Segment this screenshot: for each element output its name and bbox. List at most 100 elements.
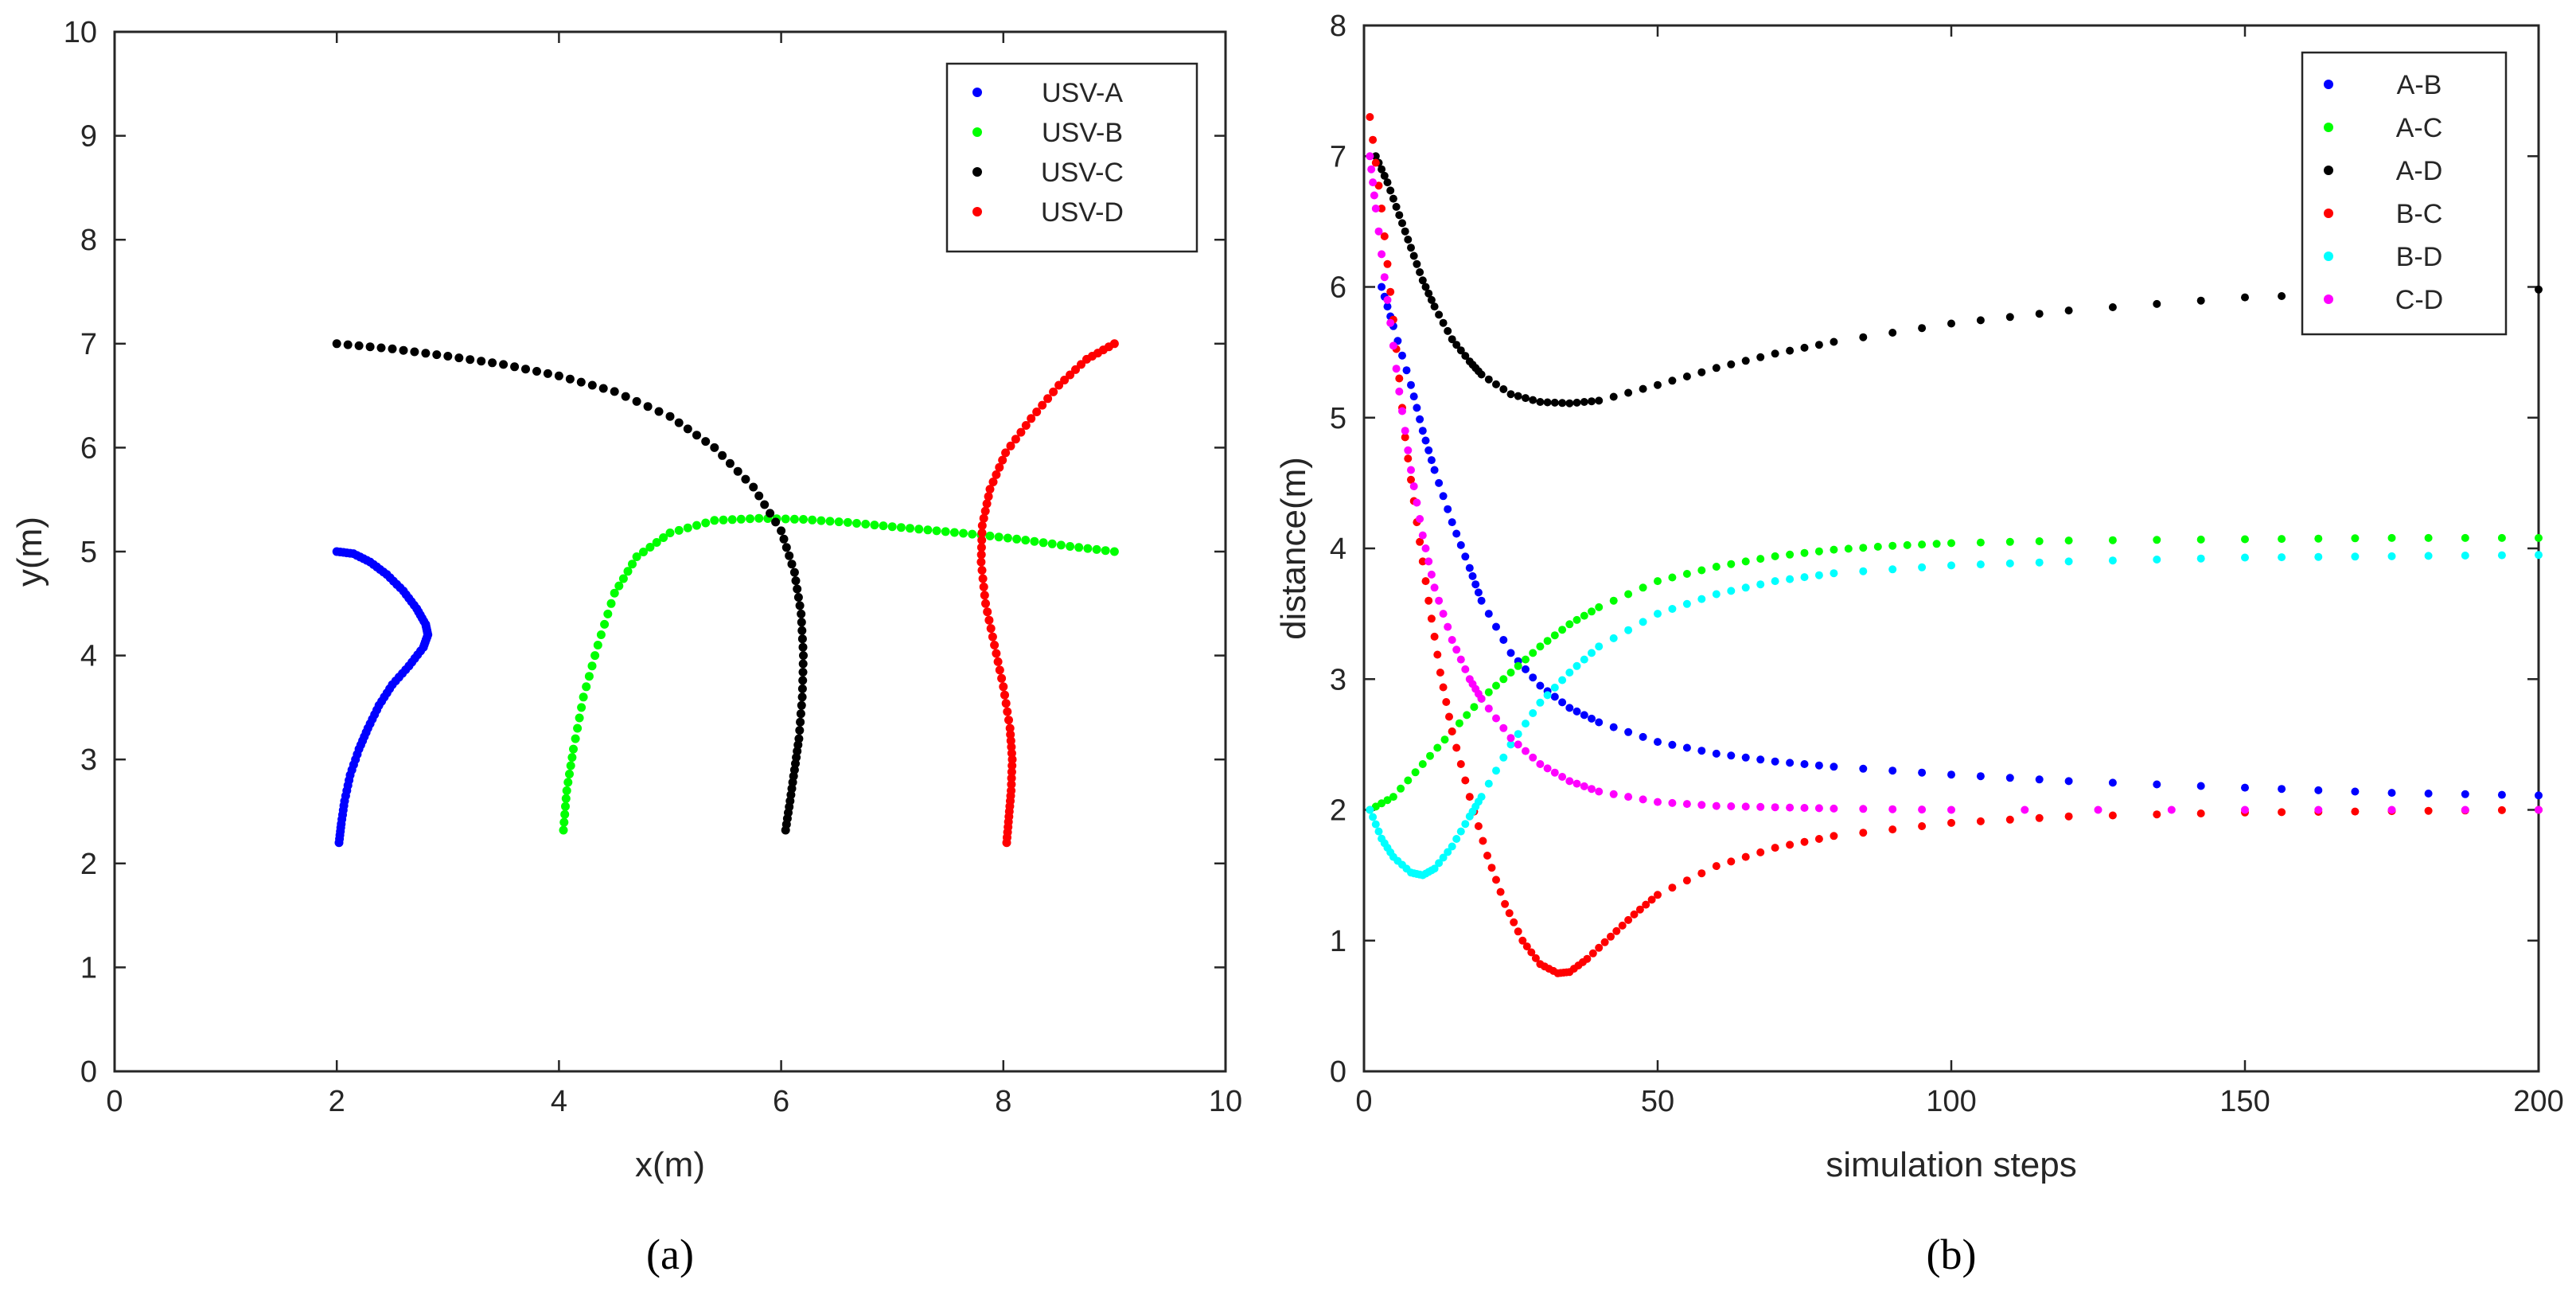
panel-b-point xyxy=(1465,564,1474,572)
panel-b-point xyxy=(2035,558,2044,567)
panel-a-point xyxy=(993,657,1003,666)
panel-b-point xyxy=(2241,783,2249,792)
panel-a-ytick-label: 0 xyxy=(80,1055,97,1089)
panel-b-point xyxy=(1444,848,1452,856)
panel-a-point xyxy=(559,817,569,827)
panel-a-point xyxy=(1074,543,1084,552)
panel-a-xtick-label: 6 xyxy=(773,1085,789,1118)
panel-a-legend-marker xyxy=(972,127,982,137)
panel-b-point xyxy=(1404,236,1413,244)
panel-b-point xyxy=(1506,390,1515,399)
panel-a-point xyxy=(1060,376,1070,384)
panel-b-point xyxy=(1918,324,1927,333)
panel-b-point xyxy=(1383,178,1392,187)
panel-b-point xyxy=(1741,753,1750,762)
panel-b-point xyxy=(1712,749,1721,758)
panel-b-ytick-label: 0 xyxy=(1330,1055,1346,1089)
panel-a-point xyxy=(990,641,1000,649)
panel-a-point xyxy=(1007,780,1016,789)
panel-a-caption: (a) xyxy=(646,1231,694,1278)
panel-b-ytick-label: 1 xyxy=(1330,925,1346,958)
panel-a-point xyxy=(1030,536,1039,546)
panel-a-point xyxy=(1038,400,1047,410)
panel-b-point xyxy=(1727,587,1736,595)
panel-a-point xyxy=(1109,547,1119,556)
panel-b-point xyxy=(1492,380,1500,388)
panel-b-point xyxy=(1588,607,1596,616)
panel-a-legend-label: USV-C xyxy=(1041,158,1124,188)
panel-a-xtick-label: 10 xyxy=(1209,1085,1242,1118)
panel-b-point xyxy=(1378,165,1386,174)
panel-b-point xyxy=(2424,790,2433,798)
panel-b-point xyxy=(1572,398,1581,407)
panel-b-point xyxy=(1639,795,1647,804)
panel-b-point xyxy=(1536,398,1545,406)
panel-b-point xyxy=(1918,563,1927,571)
panel-a-point xyxy=(796,709,805,719)
panel-a-point xyxy=(576,377,586,387)
panel-a-point xyxy=(598,384,608,393)
panel-b-point xyxy=(1452,341,1461,349)
panel-b-point xyxy=(1366,113,1374,121)
panel-b-point xyxy=(1859,805,1868,813)
panel-b-point xyxy=(1424,557,1433,566)
panel-b-point xyxy=(1712,563,1721,571)
panel-b-point xyxy=(1814,341,1823,349)
panel-b-point xyxy=(1474,822,1483,830)
panel-a-point xyxy=(561,794,571,803)
panel-b-point xyxy=(1424,596,1433,605)
panel-a-point xyxy=(998,455,1007,465)
panel-a-point xyxy=(760,500,770,509)
panel-a-xlabel: x(m) xyxy=(635,1145,705,1184)
panel-b-point xyxy=(1756,555,1765,564)
panel-b-point xyxy=(1477,596,1486,605)
panel-b-point xyxy=(1378,799,1386,808)
panel-a-point xyxy=(575,713,584,723)
panel-a-ytick-label: 2 xyxy=(80,848,97,881)
panel-b-point xyxy=(2461,533,2469,542)
panel-b-point xyxy=(1682,599,1691,608)
panel-a-point xyxy=(995,665,1004,675)
panel-b-point xyxy=(1413,259,1421,268)
panel-b-point xyxy=(1609,596,1618,605)
panel-b-ytick-label: 6 xyxy=(1330,271,1346,305)
panel-b-point xyxy=(1499,675,1508,684)
panel-b-point xyxy=(1484,688,1493,696)
panel-a-point xyxy=(1011,435,1020,444)
panel-b-point xyxy=(1529,753,1537,762)
panel-b-point xyxy=(1522,942,1531,951)
panel-b-point xyxy=(1830,569,1838,578)
panel-a-point xyxy=(562,786,571,795)
panel-b-point xyxy=(1401,227,1409,236)
panel-b-point xyxy=(1456,655,1465,664)
panel-b-point xyxy=(1430,864,1439,873)
panel-b-point xyxy=(1514,740,1522,749)
panel-b-point xyxy=(1595,642,1604,651)
panel-b-point xyxy=(1558,698,1567,707)
panel-b-point xyxy=(1609,723,1618,731)
panel-b-point xyxy=(1445,712,1453,721)
panel-b-point xyxy=(1888,541,1897,550)
panel-b-point xyxy=(2005,774,2014,782)
panel-b-point xyxy=(1800,573,1809,582)
panel-b-point xyxy=(1565,620,1574,629)
panel-b-point xyxy=(2278,553,2286,562)
panel-a-point xyxy=(652,538,661,547)
panel-a-point xyxy=(573,724,583,733)
panel-b-point xyxy=(1416,537,1424,546)
panel-a-point xyxy=(628,560,637,569)
panel-b-point xyxy=(1383,796,1392,805)
panel-a-point xyxy=(432,350,442,360)
panel-b-point xyxy=(1618,921,1627,930)
panel-b-ytick-label: 8 xyxy=(1330,10,1346,43)
panel-a-point xyxy=(365,342,375,352)
panel-a-point xyxy=(618,574,628,583)
panel-b-point xyxy=(1499,753,1508,762)
panel-b-legend-marker xyxy=(2324,123,2333,132)
panel-b-xtick-label: 200 xyxy=(2513,1085,2563,1118)
panel-b-point xyxy=(1741,852,1750,861)
panel-a-point xyxy=(643,402,653,411)
panel-b-point xyxy=(1386,318,1395,327)
panel-b-point xyxy=(1506,740,1515,749)
panel-a-point xyxy=(1066,542,1075,551)
